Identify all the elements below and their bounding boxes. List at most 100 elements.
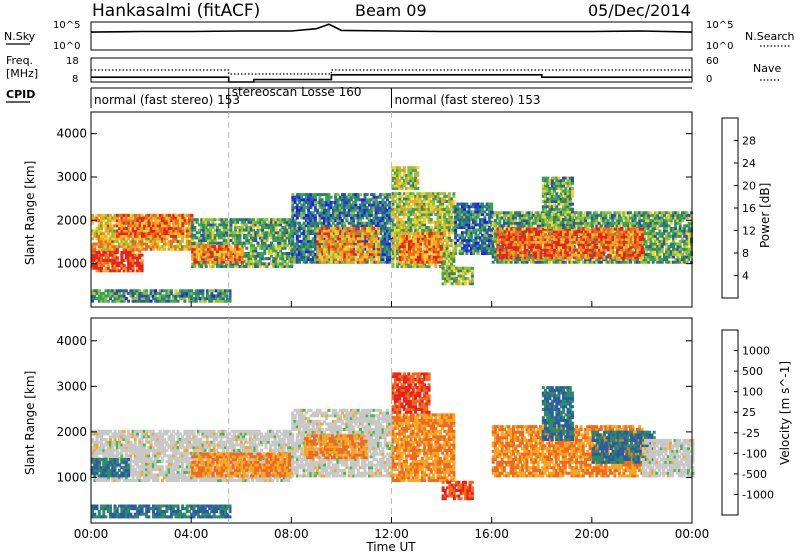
- power-cell: [254, 257, 258, 261]
- power-cell: [436, 215, 440, 219]
- power-cell: [398, 262, 402, 266]
- power-cell: [439, 234, 443, 238]
- power-cell: [158, 226, 162, 230]
- power-cell: [485, 249, 489, 253]
- power-cell: [454, 215, 458, 219]
- power-cell: [95, 237, 99, 241]
- power-cell: [396, 228, 399, 232]
- power-cell: [234, 265, 237, 268]
- power-cell: [396, 220, 399, 224]
- power-cell: [536, 224, 540, 228]
- power-cell: [465, 226, 469, 229]
- power-cell: [368, 211, 371, 215]
- power-cell: [300, 206, 304, 210]
- power-cell: [124, 266, 128, 270]
- power-cell: [160, 237, 164, 241]
- power-cell: [581, 255, 585, 259]
- power-cell: [410, 245, 414, 249]
- power-cell: [370, 213, 374, 217]
- power-cell: [291, 203, 295, 207]
- power-cell: [281, 244, 285, 248]
- power-cell: [204, 218, 208, 222]
- power-cell: [256, 231, 260, 235]
- power-cell: [454, 249, 458, 253]
- power-cell: [450, 244, 454, 248]
- power-cell: [307, 195, 311, 199]
- power-cell: [386, 234, 389, 238]
- power-cell: [374, 247, 378, 251]
- power-cell: [336, 232, 340, 236]
- power-cell: [370, 245, 374, 249]
- power-cell: [161, 226, 165, 230]
- power-cell: [391, 259, 395, 263]
- power-cell: [445, 213, 449, 216]
- power-cell: [450, 200, 454, 203]
- power-cell: [200, 236, 204, 240]
- power-cell: [436, 218, 440, 222]
- power-cell: [436, 200, 440, 203]
- power-cell: [383, 234, 387, 238]
- power-cell: [234, 252, 237, 256]
- power-cell: [345, 237, 349, 241]
- power-cell: [391, 210, 395, 214]
- power-cell: [206, 255, 210, 259]
- power-cell: [391, 197, 395, 201]
- power-cell: [140, 245, 144, 249]
- power-cell: [429, 218, 433, 222]
- power-cell: [247, 233, 251, 237]
- power-cell: [400, 265, 404, 268]
- power-cell: [295, 208, 299, 212]
- power-cell: [398, 218, 402, 222]
- power-cell: [125, 221, 129, 225]
- power-cell: [322, 211, 326, 215]
- power-cell: [325, 255, 329, 259]
- power-cell: [200, 241, 204, 245]
- power-cell: [320, 208, 324, 212]
- power-cell: [320, 252, 324, 256]
- power-cell: [163, 213, 167, 217]
- power-cell: [437, 252, 441, 256]
- power-cell: [467, 249, 471, 253]
- power-cell: [285, 233, 289, 237]
- power-cell: [134, 224, 138, 228]
- power-cell: [347, 252, 351, 256]
- power-cell: [393, 223, 397, 227]
- power-cell: [514, 219, 518, 223]
- power-cell: [491, 242, 495, 246]
- power-cell: [281, 262, 285, 266]
- power-cell: [172, 216, 176, 220]
- power-cell: [366, 245, 369, 249]
- power-cell: [400, 210, 404, 214]
- power-cell: [318, 234, 322, 238]
- power-cell: [577, 258, 581, 262]
- power-cell: [450, 259, 454, 263]
- power-cell: [111, 216, 115, 220]
- power-cell: [584, 213, 588, 217]
- power-cell: [211, 241, 215, 245]
- cpid-segment-label: normal (fast stereo) 153: [395, 93, 541, 107]
- power-cell: [318, 250, 322, 254]
- power-cell: [399, 255, 402, 259]
- power-cell: [354, 208, 358, 212]
- power-cell: [265, 226, 269, 229]
- power-cell: [229, 258, 233, 262]
- power-cell: [443, 213, 447, 216]
- power-cell: [525, 213, 529, 217]
- power-cell: [532, 219, 536, 223]
- power-cell: [95, 226, 99, 230]
- power-cell: [300, 211, 304, 215]
- power-cell: [136, 269, 140, 273]
- power-cell: [138, 245, 142, 249]
- power-cell: [347, 232, 351, 236]
- power-cell: [125, 216, 129, 220]
- power-cell: [120, 251, 124, 255]
- power-cell: [95, 269, 99, 273]
- power-cell: [229, 265, 233, 268]
- power-cell: [391, 231, 395, 235]
- power-cell: [270, 241, 273, 245]
- power-cell: [252, 252, 255, 255]
- power-cell: [161, 232, 165, 236]
- power-cell: [388, 211, 392, 215]
- power-cell: [202, 226, 206, 229]
- power-cell: [474, 246, 478, 250]
